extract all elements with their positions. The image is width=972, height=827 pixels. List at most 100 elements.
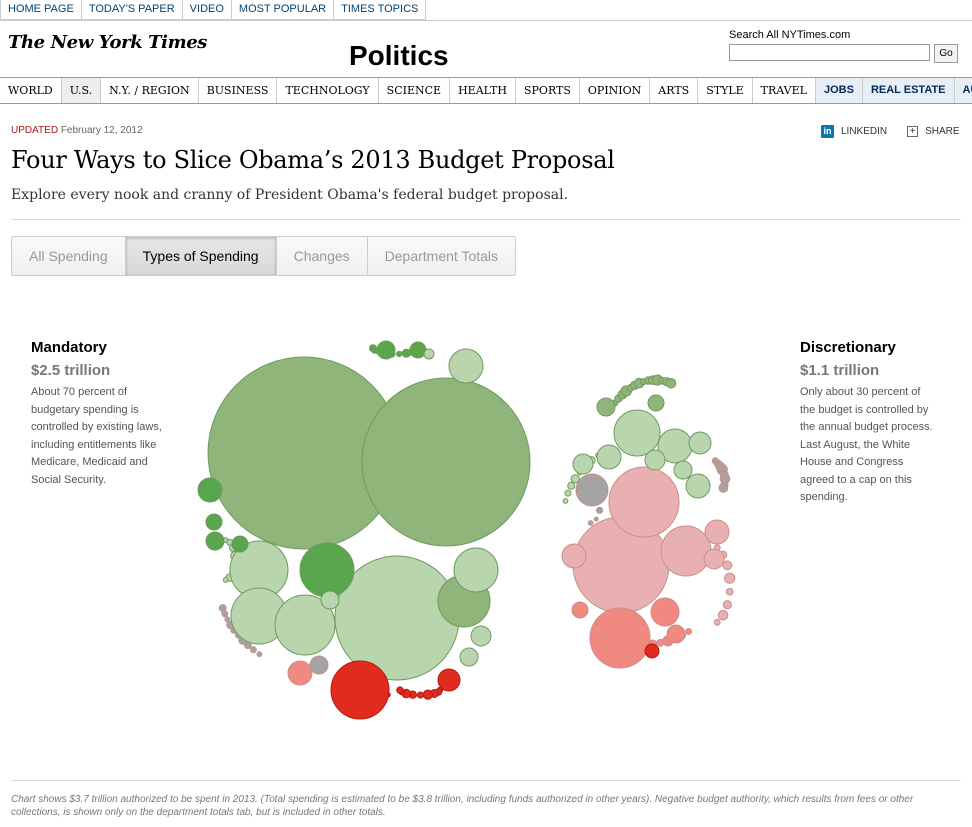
budget-bubble-gray[interactable] bbox=[224, 616, 231, 623]
nav-item-style[interactable]: STYLE bbox=[698, 78, 753, 103]
search-label: Search All NYTimes.com bbox=[729, 29, 851, 41]
nav-item-real-estate[interactable]: REAL ESTATE bbox=[862, 78, 955, 103]
budget-bubble-mid-green[interactable] bbox=[596, 397, 616, 417]
budget-bubble-light-red[interactable] bbox=[561, 543, 587, 569]
budget-bubble-gray[interactable] bbox=[218, 604, 227, 613]
budget-bubble-light-red[interactable] bbox=[660, 525, 712, 577]
nav-item-arts[interactable]: ARTS bbox=[650, 78, 699, 103]
budget-bubble-dark-red[interactable] bbox=[330, 660, 390, 720]
budget-bubble-light-green[interactable] bbox=[613, 409, 661, 457]
tab-department-totals[interactable]: Department Totals bbox=[384, 248, 499, 264]
budget-bubble-light-green[interactable] bbox=[470, 625, 492, 647]
budget-bubble-dark-red[interactable] bbox=[416, 691, 424, 699]
budget-bubble-light-red[interactable] bbox=[713, 618, 721, 626]
budget-bubble-light-green[interactable] bbox=[423, 348, 435, 360]
budget-bubble-gray[interactable] bbox=[596, 506, 604, 514]
budget-bubble-light-green[interactable] bbox=[562, 498, 569, 504]
tab-types-of-spending[interactable]: Types of Spending bbox=[125, 237, 277, 275]
top-link-today-s-paper[interactable]: TODAY'S PAPER bbox=[81, 0, 183, 20]
budget-bubble-dark-green[interactable] bbox=[205, 531, 225, 551]
budget-bubble-light-green[interactable] bbox=[459, 647, 479, 667]
budget-bubble-light-green[interactable] bbox=[596, 444, 622, 470]
footnote: Chart shows $3.7 trillion authorized to … bbox=[11, 794, 914, 818]
budget-bubble-light-green[interactable] bbox=[274, 594, 336, 656]
budget-bubble-light-red[interactable] bbox=[724, 572, 736, 584]
budget-bubble-light-red[interactable] bbox=[703, 548, 725, 570]
budget-bubble-mid-red[interactable] bbox=[589, 607, 651, 669]
budget-bubble-light-green[interactable] bbox=[564, 489, 572, 497]
nav-item-jobs[interactable]: JOBS bbox=[815, 78, 863, 103]
search-go-button[interactable]: Go bbox=[934, 44, 958, 63]
nav-item-opinion[interactable]: OPINION bbox=[580, 78, 651, 103]
budget-bubble-mid-red[interactable] bbox=[666, 624, 686, 644]
budget-bubble-dark-green[interactable] bbox=[376, 340, 396, 360]
budget-bubble-dark-green[interactable] bbox=[205, 513, 223, 531]
budget-bubble-light-red[interactable] bbox=[717, 609, 729, 621]
budget-bubble-mid-red[interactable] bbox=[650, 597, 680, 627]
budget-bubble-light-green[interactable] bbox=[685, 473, 711, 499]
nav-item-business[interactable]: BUSINESS bbox=[199, 78, 278, 103]
budget-bubble-light-red[interactable] bbox=[725, 587, 734, 596]
budget-bubble-dark-green[interactable] bbox=[231, 535, 249, 553]
budget-bubble-dark-green[interactable] bbox=[409, 341, 427, 359]
tab-changes[interactable]: Changes bbox=[277, 237, 368, 275]
nav-item-autos[interactable]: AUTOS bbox=[954, 78, 972, 103]
budget-bubble-dark-red[interactable] bbox=[422, 689, 433, 700]
budget-bubble-dark-red[interactable] bbox=[437, 668, 461, 692]
nav-item-n-y-region[interactable]: N.Y. / REGION bbox=[101, 78, 199, 103]
budget-bubble-gray[interactable] bbox=[249, 646, 257, 654]
budget-bubble-light-red[interactable] bbox=[704, 519, 730, 545]
budget-bubble-light-green[interactable] bbox=[222, 577, 229, 583]
nav-item-sports[interactable]: SPORTS bbox=[516, 78, 580, 103]
nyt-logo[interactable]: The New York Times bbox=[8, 32, 208, 53]
budget-bubble-mid-red[interactable] bbox=[656, 638, 665, 647]
top-link-most-popular[interactable]: MOST POPULAR bbox=[231, 0, 335, 20]
budget-bubble-gray[interactable] bbox=[575, 473, 609, 507]
nav-item-travel[interactable]: TRAVEL bbox=[753, 78, 816, 103]
tab-all-spending[interactable]: All Spending bbox=[12, 237, 126, 275]
budget-bubble-light-red[interactable] bbox=[608, 466, 680, 538]
budget-bubble-gray[interactable] bbox=[593, 516, 599, 522]
budget-bubble-light-green[interactable] bbox=[572, 453, 594, 475]
budget-bubble-gray[interactable] bbox=[718, 483, 729, 493]
budget-bubble-dark-green[interactable] bbox=[197, 477, 223, 503]
budget-bubble-light-green[interactable] bbox=[448, 348, 484, 384]
budget-bubble-mid-red[interactable] bbox=[571, 601, 589, 619]
budget-bubble-dark-red[interactable] bbox=[644, 643, 660, 659]
budget-bubble-mid-green[interactable] bbox=[647, 394, 665, 412]
budget-bubble-light-green[interactable] bbox=[453, 547, 499, 593]
budget-bubble-gray[interactable] bbox=[587, 520, 594, 526]
budget-bubble-light-red[interactable] bbox=[722, 560, 733, 571]
search-input[interactable] bbox=[729, 44, 930, 61]
top-link-video[interactable]: VIDEO bbox=[182, 0, 232, 20]
budget-bubble-light-red[interactable] bbox=[722, 600, 733, 610]
share-button[interactable]: + SHARE bbox=[907, 125, 960, 138]
budget-bubble-mid-red[interactable] bbox=[287, 660, 313, 686]
linkedin-button[interactable]: in LINKEDIN bbox=[821, 125, 887, 138]
nav-item-technology[interactable]: TECHNOLOGY bbox=[277, 78, 379, 103]
budget-bubble-light-green[interactable] bbox=[673, 460, 693, 480]
nav-item-science[interactable]: SCIENCE bbox=[379, 78, 451, 103]
nav-item-u-s[interactable]: U.S. bbox=[61, 78, 102, 103]
updated-line: UPDATED February 12, 2012 bbox=[11, 125, 143, 136]
budget-bubble-mid-green[interactable] bbox=[361, 377, 531, 547]
budget-bubble-light-green[interactable] bbox=[567, 481, 576, 490]
budget-bubble-dark-red[interactable] bbox=[396, 686, 404, 695]
top-link-home-page[interactable]: HOME PAGE bbox=[0, 0, 82, 20]
budget-bubble-dark-green[interactable] bbox=[401, 348, 411, 358]
budget-bubble-light-green[interactable] bbox=[570, 474, 580, 484]
budget-bubble-gray[interactable] bbox=[256, 651, 263, 658]
budget-bubble-dark-green[interactable] bbox=[396, 350, 403, 358]
budget-bubble-light-green[interactable] bbox=[688, 431, 712, 455]
budget-bubble-light-green[interactable] bbox=[644, 449, 666, 471]
budget-bubble-mid-green[interactable] bbox=[665, 378, 677, 389]
nav-item-world[interactable]: WORLD bbox=[0, 78, 62, 103]
budget-bubble-light-green[interactable] bbox=[320, 590, 340, 610]
budget-bubble-dark-green[interactable] bbox=[369, 344, 377, 353]
budget-bubble-gray[interactable] bbox=[309, 655, 329, 675]
budget-bubble-dark-green[interactable] bbox=[299, 542, 355, 598]
budget-bubble-mid-red[interactable] bbox=[685, 628, 693, 635]
nav-item-health[interactable]: HEALTH bbox=[450, 78, 516, 103]
headline: Four Ways to Slice Obama’s 2013 Budget P… bbox=[11, 146, 615, 174]
top-link-times-topics[interactable]: TIMES TOPICS bbox=[334, 0, 427, 20]
